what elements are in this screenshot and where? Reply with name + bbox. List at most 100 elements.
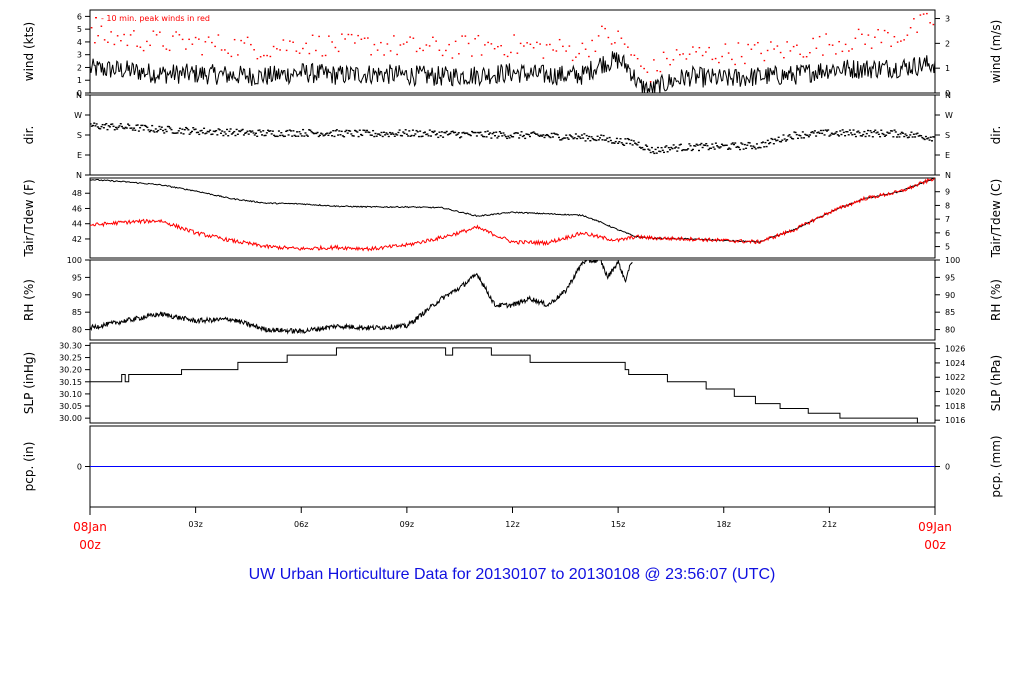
direction-point [350, 133, 353, 135]
peak-wind-point [341, 33, 343, 35]
direction-point [194, 128, 197, 130]
peak-wind-point [373, 43, 376, 46]
direction-point [128, 124, 131, 127]
left-tick-label: 42 [72, 235, 82, 244]
direction-point [824, 129, 827, 131]
direction-point [298, 131, 301, 133]
direction-point [322, 135, 325, 137]
peak-wind-point [649, 81, 652, 83]
peak-wind-point [607, 36, 610, 39]
direction-point [102, 127, 105, 129]
peak-wind-point [887, 31, 889, 34]
direction-point [719, 146, 722, 148]
series-slp [90, 347, 935, 423]
direction-point [654, 148, 657, 151]
direction-point [897, 133, 900, 136]
peak-wind-point [571, 59, 574, 62]
peak-wind-point [695, 51, 697, 53]
direction-point [380, 131, 383, 134]
direction-point [860, 135, 863, 137]
peak-wind-point [623, 43, 626, 45]
peak-wind-point [201, 54, 203, 56]
direction-point [285, 130, 288, 133]
direction-point [601, 139, 604, 141]
direction-point [521, 135, 524, 138]
direction-point [480, 134, 483, 136]
direction-point [835, 131, 838, 133]
peak-wind-point [120, 40, 122, 42]
direction-point [309, 129, 312, 131]
peak-wind-point [198, 38, 200, 40]
direction-point [745, 147, 748, 150]
direction-point [110, 123, 113, 126]
direction-point [147, 129, 150, 131]
left-tick-label: 30.20 [59, 366, 82, 375]
peak-wind-point [685, 58, 688, 60]
direction-point [537, 134, 540, 137]
peak-wind-point [152, 30, 155, 32]
direction-point [410, 134, 413, 137]
direction-point [520, 131, 523, 133]
direction-point [445, 130, 448, 133]
direction-point [101, 123, 104, 126]
peak-wind-point [711, 58, 714, 61]
peak-wind-point [402, 43, 405, 45]
peak-wind-point [311, 34, 314, 36]
direction-point [926, 138, 929, 140]
peak-wind-point [636, 57, 639, 60]
peak-wind-point [272, 45, 275, 48]
peak-wind-point [926, 12, 928, 15]
peak-wind-point [484, 44, 486, 46]
direction-point [507, 135, 510, 137]
direction-point [766, 139, 769, 142]
peak-wind-point [399, 44, 402, 46]
direction-point [565, 134, 568, 136]
direction-point [681, 149, 684, 152]
direction-point [659, 150, 662, 153]
peak-wind-point [721, 55, 723, 58]
peak-wind-point [568, 45, 571, 47]
direction-point [300, 135, 303, 137]
time-axis: 03z 06z 09z 12z 15z 18z 21z 08Jan 00z 09Jan 00z [73, 507, 952, 552]
peak-wind-point [113, 43, 116, 46]
direction-point [175, 132, 178, 134]
peak-wind-point [867, 34, 870, 36]
direction-point [287, 134, 290, 136]
panel-data [90, 260, 633, 335]
direction-point [838, 135, 841, 137]
peak-wind-point [744, 62, 746, 65]
direction-point [262, 130, 265, 132]
direction-point [827, 129, 830, 131]
direction-point [186, 127, 189, 130]
direction-point [135, 124, 138, 127]
direction-point [239, 130, 242, 133]
direction-point [893, 129, 896, 131]
left-tick-label: 30.10 [59, 390, 82, 399]
direction-point [390, 133, 393, 135]
peak-wind-point [318, 35, 320, 38]
direction-point [816, 131, 819, 134]
direction-point [422, 132, 425, 134]
direction-point [882, 133, 885, 136]
right-tick-label: 90 [945, 291, 955, 300]
series-rh [90, 260, 633, 335]
direction-point [162, 129, 165, 132]
direction-point [289, 130, 292, 132]
direction-point [497, 135, 500, 137]
direction-point [682, 149, 685, 151]
direction-point [427, 135, 430, 137]
direction-point [875, 132, 878, 134]
direction-point [317, 135, 320, 138]
direction-point [739, 148, 742, 151]
direction-point [904, 133, 907, 135]
direction-point [165, 130, 168, 133]
direction-point [606, 137, 609, 139]
direction-point [760, 142, 763, 144]
direction-point [433, 130, 436, 132]
peak-wind-point [441, 54, 444, 57]
peak-wind-point [857, 28, 860, 31]
direction-point [851, 134, 854, 136]
direction-point [492, 131, 495, 134]
right-tick-label: 80 [945, 326, 955, 335]
direction-point [829, 134, 832, 136]
